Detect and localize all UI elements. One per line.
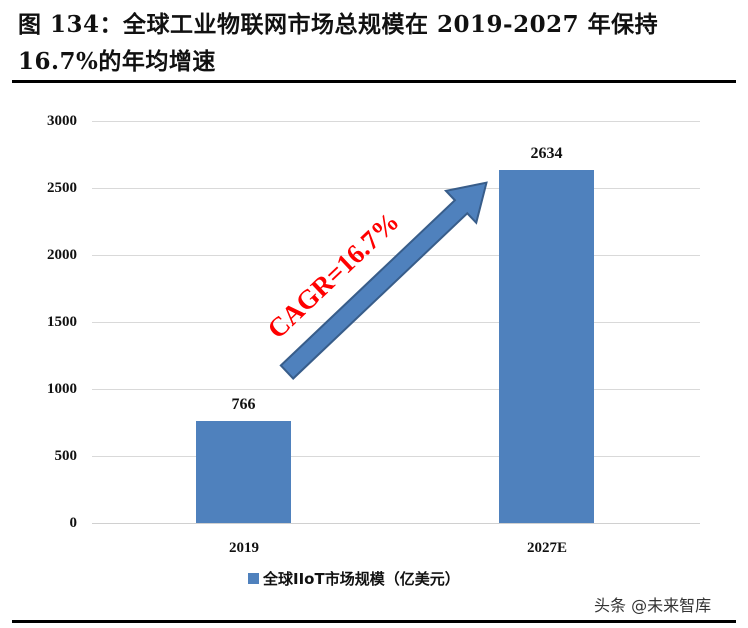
top-rule <box>12 80 736 83</box>
x-tick-2027e: 2027E <box>526 540 567 556</box>
y-tick: 500 <box>54 448 78 464</box>
legend: 全球IIoT市场规模（亿美元） <box>248 568 460 589</box>
gridline <box>92 456 700 457</box>
y-tick: 0 <box>69 515 78 531</box>
y-tick: 1500 <box>47 314 77 330</box>
legend-swatch-icon <box>248 573 259 584</box>
data-label-2019: 766 <box>231 396 256 413</box>
y-tick: 2000 <box>47 247 77 263</box>
legend-label: 全球IIoT市场规模（亿美元） <box>263 570 460 588</box>
gridline <box>92 121 700 122</box>
y-tick: 1000 <box>47 381 77 397</box>
gridline <box>92 389 700 390</box>
x-tick-2019: 2019 <box>229 540 259 556</box>
y-tick: 2500 <box>47 180 77 196</box>
watermark: 头条 @未来智库 <box>594 596 712 615</box>
figure-title-line1: 图 134：全球工业物联网市场总规模在 2019-2027 年保持 <box>18 11 659 38</box>
bottom-rule <box>12 620 736 623</box>
bar-2027e <box>499 170 594 523</box>
figure-title: 图 134：全球工业物联网市场总规模在 2019-2027 年保持 16.7%的… <box>18 6 738 80</box>
y-tick: 3000 <box>47 113 77 129</box>
bar-2019 <box>196 421 291 523</box>
gridline <box>92 188 700 189</box>
figure-title-line2: 16.7%的年均增速 <box>18 48 216 75</box>
data-label-2027e: 2634 <box>530 145 563 162</box>
gridline <box>92 322 700 323</box>
x-axis-line <box>92 523 700 524</box>
